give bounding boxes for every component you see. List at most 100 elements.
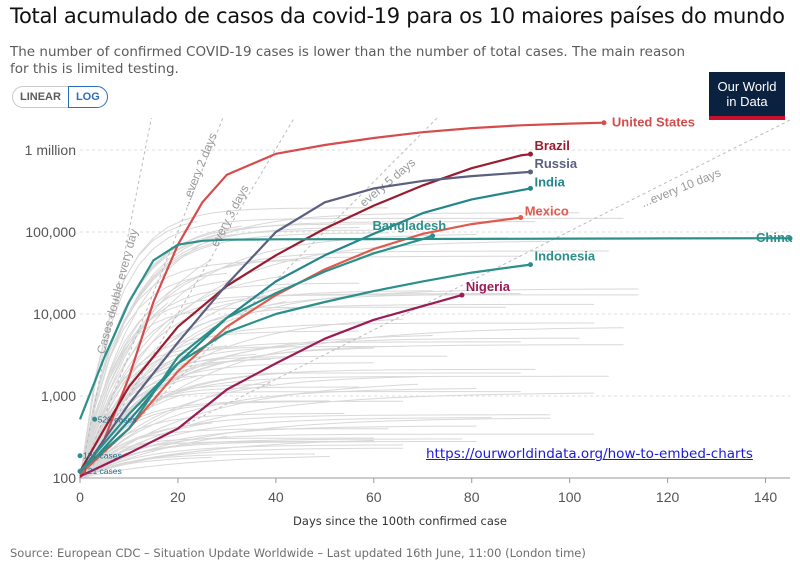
series-end-point bbox=[459, 292, 465, 298]
background-country-line bbox=[79, 346, 404, 479]
start-point bbox=[92, 416, 98, 422]
background-country-line bbox=[79, 288, 639, 479]
start-annotation: 187 cases bbox=[83, 451, 122, 461]
start-annotation: 520 cases bbox=[98, 414, 137, 424]
series-end-point bbox=[527, 185, 533, 191]
background-country-line bbox=[79, 372, 521, 479]
background-country-line bbox=[79, 453, 315, 479]
background-country-line bbox=[79, 217, 624, 479]
series-label: Russia bbox=[534, 156, 577, 171]
doubling-line-label: ...every 10 days bbox=[639, 165, 723, 210]
embed-link[interactable]: https://ourworldindata.org/how-to-embed-… bbox=[426, 446, 753, 462]
doubling-line bbox=[79, 119, 791, 479]
background-country-line bbox=[79, 400, 330, 479]
doubling-line bbox=[79, 118, 152, 479]
background-country-line bbox=[79, 227, 360, 479]
background-country-line bbox=[79, 212, 580, 479]
chart-subtitle: The number of confirmed COVID-19 cases i… bbox=[10, 44, 686, 77]
doubling-line bbox=[79, 118, 295, 479]
background-country-line bbox=[79, 444, 404, 479]
series-end-point bbox=[527, 151, 533, 157]
background-country-line bbox=[79, 449, 213, 479]
y-tick-label: 100,000 bbox=[25, 224, 76, 240]
background-country-line bbox=[79, 413, 345, 479]
x-tick-label: 60 bbox=[366, 489, 382, 505]
series-label: Brazil bbox=[534, 138, 569, 153]
x-tick-label: 40 bbox=[268, 489, 284, 505]
background-country-line bbox=[79, 344, 624, 479]
x-tick-label: 0 bbox=[76, 489, 84, 505]
background-country-line bbox=[79, 433, 595, 479]
background-country-line bbox=[79, 435, 227, 479]
source-note: Source: European CDC – Situation Update … bbox=[10, 546, 586, 560]
background-country-line bbox=[79, 414, 551, 479]
background-country-line bbox=[79, 428, 389, 479]
background-country-line bbox=[79, 272, 227, 479]
background-country-line bbox=[79, 438, 462, 479]
doubling-line bbox=[79, 118, 438, 479]
background-country-line bbox=[79, 225, 242, 479]
series-end-point bbox=[527, 169, 533, 175]
logo-line-2: in Data bbox=[726, 94, 768, 109]
series-label: Indonesia bbox=[534, 249, 595, 264]
series-line-united-states bbox=[79, 121, 604, 479]
background-country-line bbox=[79, 250, 609, 479]
background-country-line bbox=[79, 275, 286, 479]
background-country-line bbox=[79, 327, 624, 479]
reference-lines bbox=[79, 118, 791, 479]
background-country-line bbox=[79, 240, 551, 479]
series-end-point bbox=[527, 262, 533, 268]
series-label: India bbox=[534, 174, 565, 189]
series-line-nigeria bbox=[79, 294, 463, 478]
background-country-line bbox=[79, 233, 477, 479]
y-tick-label: 10,000 bbox=[33, 306, 76, 322]
background-country-line bbox=[79, 421, 213, 479]
x-tick-label: 80 bbox=[464, 489, 480, 505]
series-end-point bbox=[518, 215, 524, 221]
series-line-brazil bbox=[79, 153, 531, 473]
background-country-line bbox=[79, 417, 551, 479]
series-label: China bbox=[756, 230, 793, 245]
series-line-china bbox=[78, 237, 791, 420]
x-axis-label: Days since the 100th confirmed case bbox=[293, 514, 507, 528]
background-country-line bbox=[79, 306, 506, 479]
background-country-line bbox=[79, 437, 374, 479]
series-label: Bangladesh bbox=[373, 218, 447, 233]
doubling-line-label: ...every 2 days bbox=[178, 131, 220, 209]
start-point bbox=[77, 453, 83, 459]
series-end-point bbox=[601, 120, 607, 126]
background-country-line bbox=[79, 375, 198, 479]
series-label: Nigeria bbox=[466, 279, 511, 294]
x-tick-label: 140 bbox=[754, 489, 778, 505]
background-country-line bbox=[79, 207, 389, 479]
logo-line-1: Our World bbox=[717, 79, 777, 94]
background-country-line bbox=[79, 376, 418, 479]
x-tick-label: 100 bbox=[558, 489, 582, 505]
background-country-line bbox=[79, 456, 330, 479]
background-country-line bbox=[79, 341, 521, 479]
start-point bbox=[77, 468, 83, 474]
series-label: Mexico bbox=[525, 204, 569, 219]
x-tick-label: 120 bbox=[656, 489, 680, 505]
background-country-line bbox=[79, 388, 477, 479]
series-line-bangladesh bbox=[79, 234, 433, 473]
series-line-indonesia bbox=[79, 263, 531, 473]
start-annotation: 121 cases bbox=[83, 466, 122, 476]
y-tick-label: 1 million bbox=[25, 142, 76, 158]
doubling-line bbox=[79, 118, 224, 479]
linear-scale-button[interactable]: LINEAR bbox=[12, 86, 68, 108]
series-end-point bbox=[430, 233, 436, 239]
owid-logo[interactable]: Our World in Data bbox=[709, 72, 785, 120]
background-country-line bbox=[79, 330, 360, 479]
log-scale-button[interactable]: LOG bbox=[67, 86, 108, 108]
background-country-line bbox=[79, 255, 521, 479]
series-end-point bbox=[787, 235, 793, 241]
chart-title: Total acumulado de casos da covid-19 par… bbox=[10, 4, 785, 28]
y-tick-label: 100 bbox=[53, 470, 77, 486]
scale-toggle: LINEAR LOG bbox=[12, 86, 108, 108]
background-country-line bbox=[79, 221, 536, 479]
y-tick-label: 1,000 bbox=[41, 388, 76, 404]
background-country-line bbox=[79, 322, 595, 479]
series-label: United States bbox=[612, 115, 695, 130]
